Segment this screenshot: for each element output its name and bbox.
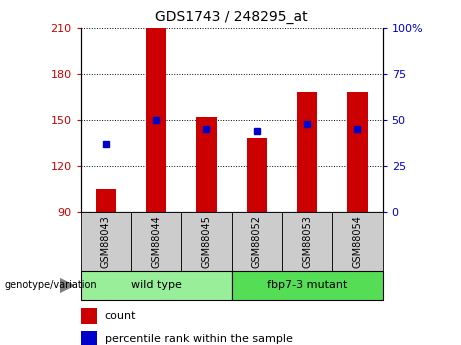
Bar <box>146 28 166 212</box>
Bar <box>81 271 231 300</box>
Bar <box>196 117 217 212</box>
Text: genotype/variation: genotype/variation <box>5 280 97 290</box>
Text: GSM88054: GSM88054 <box>353 215 362 268</box>
Text: GSM88052: GSM88052 <box>252 215 262 268</box>
Bar <box>247 138 267 212</box>
Bar <box>181 212 231 271</box>
Bar <box>297 92 317 212</box>
Text: percentile rank within the sample: percentile rank within the sample <box>105 334 293 344</box>
Bar <box>81 308 97 324</box>
Text: GSM88043: GSM88043 <box>101 215 111 268</box>
Text: GSM88044: GSM88044 <box>151 215 161 268</box>
Text: count: count <box>105 311 136 321</box>
Bar <box>81 212 131 271</box>
Bar <box>332 212 383 271</box>
Bar <box>131 212 181 271</box>
Text: wild type: wild type <box>131 280 182 290</box>
Bar <box>231 271 383 300</box>
Text: fbp7-3 mutant: fbp7-3 mutant <box>267 280 347 290</box>
Text: GSM88045: GSM88045 <box>201 215 212 268</box>
Polygon shape <box>60 279 74 292</box>
Bar <box>282 212 332 271</box>
Text: GSM88053: GSM88053 <box>302 215 312 268</box>
Bar <box>96 189 116 212</box>
Bar <box>231 212 282 271</box>
Bar <box>348 92 367 212</box>
Bar <box>81 331 97 345</box>
Title: GDS1743 / 248295_at: GDS1743 / 248295_at <box>155 10 308 24</box>
